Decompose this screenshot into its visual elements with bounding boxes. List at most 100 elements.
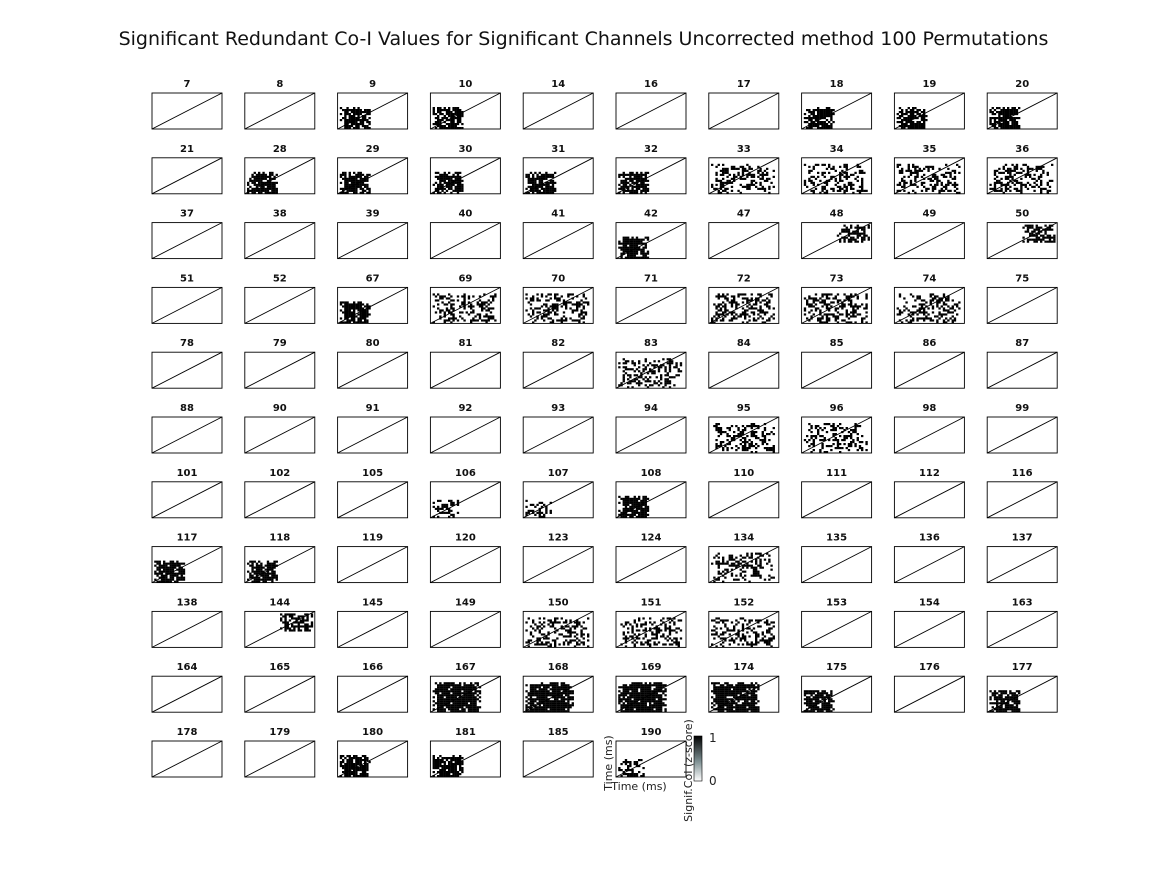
heatmap-cell — [547, 293, 550, 296]
heatmap-cell — [487, 315, 490, 318]
heatmap-cell — [536, 625, 539, 628]
heatmap-cell — [821, 163, 824, 166]
heatmap-cell — [350, 311, 354, 314]
heatmap-cell — [945, 185, 948, 188]
heatmap-cell — [1002, 165, 1005, 168]
heatmap-cell — [456, 187, 460, 190]
heatmap-cell — [847, 230, 851, 233]
heatmap-cell — [856, 425, 859, 428]
heatmap-cell — [260, 187, 263, 190]
heatmap-cell — [1035, 238, 1038, 241]
heatmap-cell — [275, 574, 278, 577]
heatmap-cell — [916, 295, 919, 298]
heatmap-cell — [465, 694, 468, 697]
heatmap-cell — [750, 425, 753, 428]
heatmap-cell — [551, 189, 555, 192]
heatmap-cell — [629, 382, 632, 385]
heatmap-cell — [817, 175, 820, 178]
heatmap-cell — [808, 179, 811, 182]
diagonal-line — [151, 610, 223, 648]
heatmap-cell — [644, 183, 647, 186]
heatmap-cell — [554, 619, 557, 622]
heatmap-cell — [940, 173, 943, 176]
heatmap-cell — [836, 321, 840, 324]
heatmap-cell — [443, 684, 446, 687]
panel-frame — [893, 286, 965, 324]
heatmap-cell — [156, 562, 159, 565]
heatmap-cell — [770, 315, 773, 318]
heatmap-cell — [823, 115, 826, 118]
heatmap-cell — [770, 449, 773, 452]
heatmap-cell — [739, 431, 742, 434]
heatmap-cell — [437, 123, 440, 126]
heatmap-cell — [474, 315, 477, 318]
heatmap-cell — [726, 299, 729, 302]
heatmap-cell — [364, 189, 367, 192]
heatmap-cell — [299, 629, 303, 632]
heatmap-cell — [918, 121, 921, 124]
heatmap-cell — [529, 631, 533, 634]
heatmap-cell — [627, 495, 630, 498]
heatmap-cell — [1000, 127, 1003, 129]
heatmap-cell — [951, 315, 954, 318]
heatmap-cell — [454, 708, 457, 711]
panel-frame — [151, 546, 223, 584]
heatmap-cell — [1015, 123, 1019, 126]
heatmap-cell — [768, 643, 771, 646]
heatmap-cell — [266, 175, 270, 178]
heatmap-cell — [644, 511, 647, 514]
heatmap-cell — [529, 633, 533, 636]
heatmap-cell — [761, 631, 764, 634]
heatmap-cell — [554, 189, 557, 192]
heatmap-cell — [1029, 167, 1032, 170]
heatmap-cell — [1013, 183, 1016, 186]
heatmap-cell — [361, 177, 365, 180]
diagonal-line — [244, 610, 316, 648]
panel-heatmap — [711, 293, 775, 324]
heatmap-cell — [803, 179, 807, 182]
heatmap-cell — [543, 643, 546, 646]
heatmap-cell — [715, 317, 718, 320]
heatmap-cell — [348, 303, 351, 306]
heatmap-cell — [858, 447, 862, 450]
heatmap-cell — [934, 297, 937, 300]
heatmap-cell — [534, 177, 537, 180]
heatmap-cell — [843, 183, 846, 186]
heatmap-cell — [861, 238, 864, 241]
heatmap-cell — [255, 568, 259, 571]
heatmap-cell — [288, 613, 292, 616]
heatmap-cell — [308, 629, 311, 632]
heatmap-cell — [472, 311, 475, 314]
heatmap-cell — [450, 682, 453, 685]
heatmap-cell — [529, 177, 533, 180]
heatmap-cell — [346, 189, 349, 192]
heatmap-cell — [525, 641, 528, 644]
heatmap-cell — [832, 301, 835, 304]
heatmap-cell — [638, 619, 641, 622]
heatmap-cell — [554, 645, 557, 648]
heatmap-cell — [1024, 183, 1027, 186]
heatmap-cell — [730, 319, 734, 322]
panel-label: 145 — [362, 597, 383, 608]
heatmap-cell — [454, 702, 457, 705]
heatmap-cell — [766, 305, 769, 308]
heatmap-cell — [744, 185, 747, 188]
heatmap-cell — [176, 576, 179, 579]
heatmap-cell — [529, 187, 533, 190]
heatmap-cell — [567, 625, 570, 628]
heatmap-cell — [1035, 232, 1038, 235]
heatmap-cell — [841, 173, 844, 176]
heatmap-cell — [1015, 109, 1019, 112]
heatmap-cell — [569, 633, 572, 636]
heatmap-cell — [759, 173, 762, 176]
heatmap-cell — [858, 313, 862, 316]
heatmap-cell — [465, 702, 468, 705]
heatmap-cell — [741, 637, 745, 640]
panel-frame — [244, 481, 316, 519]
heatmap-cell — [1009, 127, 1012, 129]
heatmap-cell — [755, 631, 758, 634]
heatmap-cell — [752, 311, 756, 314]
diagonal-line — [708, 92, 780, 130]
heatmap-cell — [448, 317, 451, 320]
heatmap-cell — [828, 297, 831, 300]
